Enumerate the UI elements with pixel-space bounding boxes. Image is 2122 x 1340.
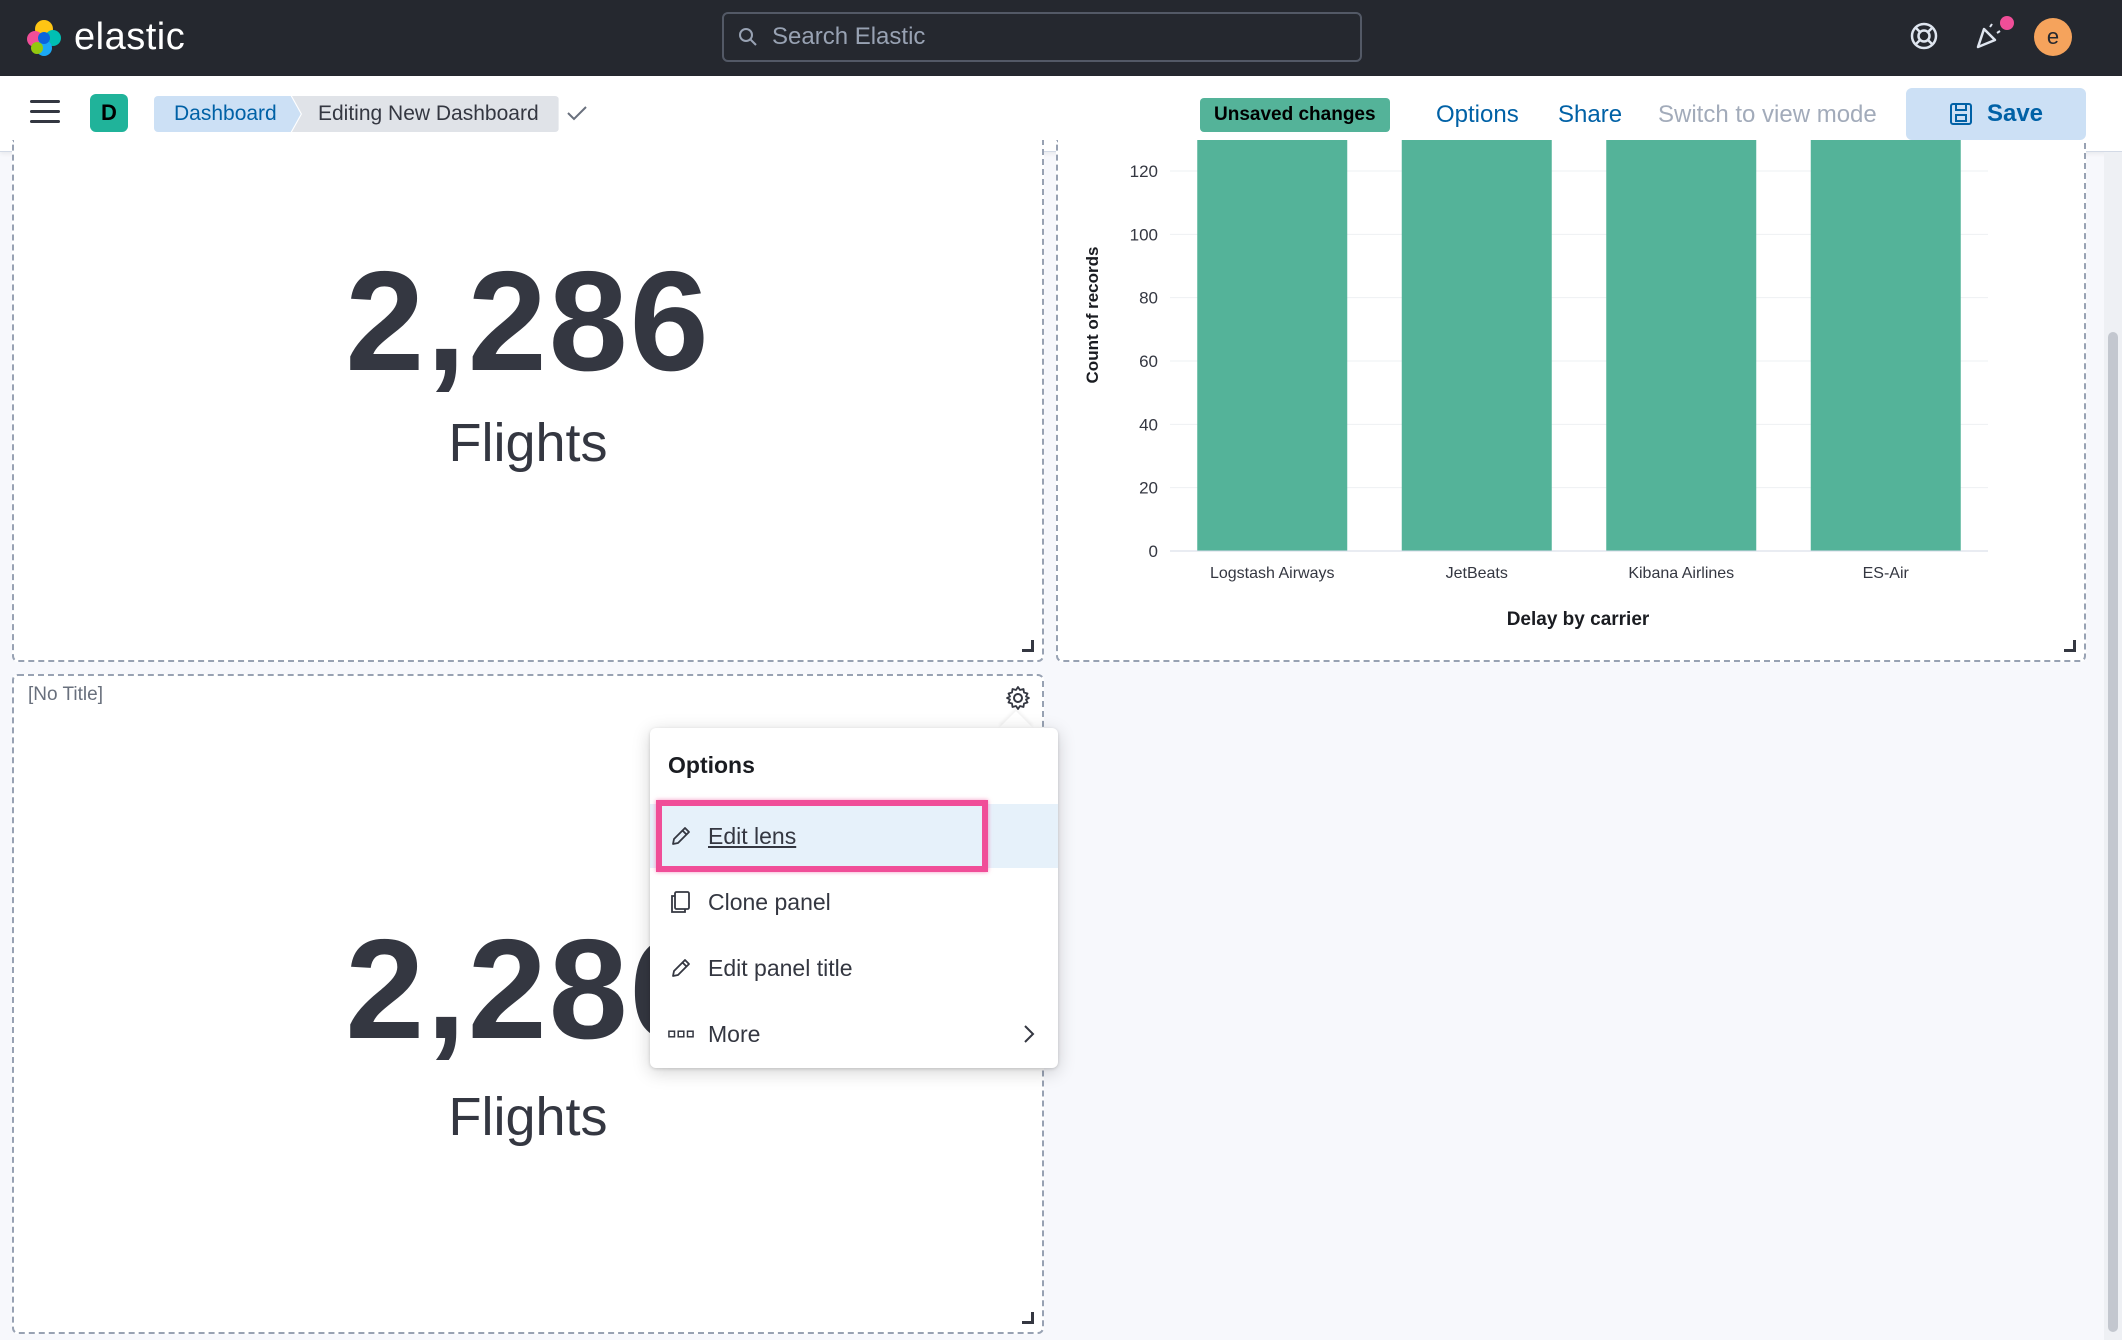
menu-item-more[interactable]: More	[650, 1002, 1058, 1066]
switch-to-view-mode-link[interactable]: Switch to view mode	[1658, 101, 1877, 128]
resize-handle-icon[interactable]	[1022, 1312, 1034, 1324]
y-tick-label: 100	[1130, 225, 1158, 244]
y-axis-title: Count of records	[1083, 247, 1102, 384]
pencil-icon	[668, 955, 694, 981]
global-search[interactable]	[722, 12, 1362, 62]
save-label: Save	[1986, 100, 2044, 127]
bar	[1197, 140, 1348, 551]
y-tick-label: 60	[1139, 352, 1158, 371]
cheer-icon	[1976, 23, 2001, 49]
breadcrumb-current: Editing New Dashboard	[292, 96, 559, 132]
y-tick-label: 80	[1139, 289, 1158, 308]
search-input[interactable]	[772, 23, 1332, 51]
resize-handle-icon[interactable]	[1022, 640, 1034, 652]
resize-handle-icon[interactable]	[2064, 640, 2076, 652]
elastic-logo-icon	[27, 19, 61, 56]
metric-value: 2,286	[345, 910, 711, 1069]
menu-item-label: Edit lens	[708, 822, 797, 849]
search-icon	[739, 28, 757, 46]
bar	[1606, 140, 1757, 551]
gear-icon	[1006, 686, 1030, 710]
scrollbar-thumb[interactable]	[2108, 332, 2118, 1332]
share-link[interactable]: Share	[1558, 101, 1623, 128]
elastic-logo[interactable]: elastic	[24, 16, 185, 59]
space-avatar[interactable]: D	[90, 94, 128, 132]
options-link[interactable]: Options	[1436, 101, 1519, 128]
x-axis-title: Delay by carrier	[1507, 609, 1650, 630]
unsaved-changes-badge: Unsaved changes	[1200, 98, 1390, 132]
x-tick-label: ES-Air	[1863, 565, 1910, 582]
menu-item-edit-lens[interactable]: Edit lens	[650, 804, 1058, 868]
y-tick-label: 40	[1139, 415, 1158, 434]
menu-item-label: Clone panel	[708, 888, 831, 915]
copy-icon	[668, 889, 694, 915]
x-tick-label: Kibana Airlines	[1628, 565, 1734, 582]
chevron-right-icon	[1024, 1025, 1035, 1043]
y-tick-label: 20	[1139, 479, 1158, 498]
bar	[1810, 140, 1961, 551]
top-header: elastic e	[0, 0, 2122, 76]
news-feed-button[interactable]	[1970, 18, 2006, 54]
x-tick-label: JetBeats	[1446, 565, 1508, 582]
save-button[interactable]: Save	[1906, 88, 2086, 140]
page-scrollbar[interactable]	[2104, 152, 2122, 1340]
user-avatar[interactable]: e	[2034, 18, 2072, 56]
panel-title: [No Title]	[28, 684, 103, 705]
notification-badge	[2000, 16, 2014, 30]
metric-label: Flights	[448, 1087, 608, 1147]
metric-value: 2,286	[345, 242, 711, 401]
bar	[1401, 140, 1552, 551]
brand-name: elastic	[74, 16, 186, 58]
bar-chart: 0 20 40 60 80 100 120 Logstash Airways JetBeats K…	[1083, 140, 1988, 630]
panel-options-button[interactable]	[1000, 680, 1036, 716]
x-tick-label: Logstash Airways	[1210, 565, 1335, 582]
menu-title: Options	[668, 752, 755, 778]
save-icon	[1949, 103, 1972, 125]
menu-item-label: Edit panel title	[708, 954, 853, 981]
menu-item-edit-panel-title[interactable]: Edit panel title	[650, 936, 1058, 1000]
menu-toggle-icon[interactable]	[30, 100, 60, 126]
boxes-horizontal-icon	[668, 1021, 694, 1047]
y-tick-label: 120	[1130, 162, 1158, 181]
panel-options-menu: Options Edit lens Clone panel Edit panel…	[650, 728, 1058, 1068]
check-icon	[567, 106, 587, 121]
pencil-icon	[668, 823, 694, 849]
menu-item-label: More	[708, 1020, 761, 1047]
y-tick-label: 0	[1149, 542, 1158, 561]
menu-item-clone-panel[interactable]: Clone panel	[650, 870, 1058, 934]
dashboard-toolbar: D Dashboard Editing New Dashboard Unsave…	[0, 76, 2122, 152]
highlight-annotation	[656, 800, 988, 872]
metric-label: Flights	[448, 413, 608, 473]
help-icon	[1910, 22, 1938, 50]
help-button[interactable]	[1906, 18, 1942, 54]
breadcrumb-dashboard[interactable]: Dashboard	[154, 96, 301, 132]
bar-chart-panel[interactable]: 0 20 40 60 80 100 120 Logstash Airways JetBeats K…	[1056, 140, 2086, 662]
metric-panel-top[interactable]: 2,286 Flights	[12, 140, 1044, 662]
